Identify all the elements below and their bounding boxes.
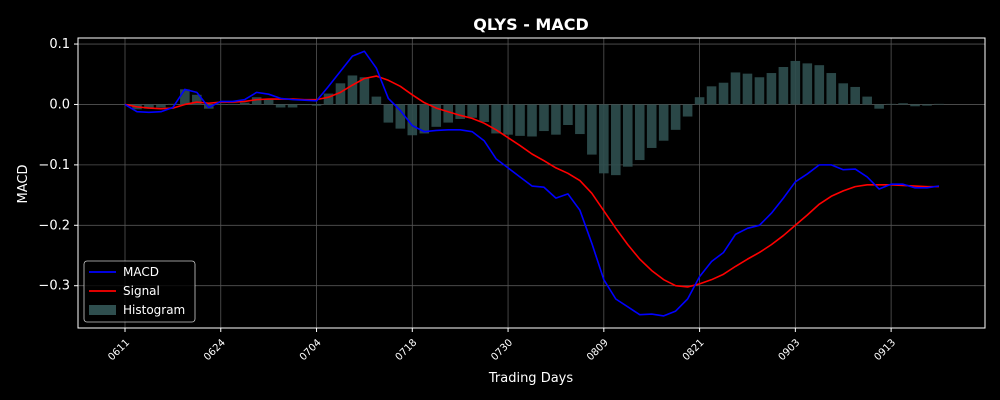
histogram-bar — [922, 104, 932, 106]
x-axis-label: Trading Days — [488, 371, 573, 386]
histogram-bar — [622, 104, 633, 167]
y-tick-label: 0.0 — [49, 97, 70, 112]
histogram-bar — [215, 103, 226, 105]
histogram-bar — [575, 104, 585, 135]
histogram-bar — [611, 104, 621, 176]
histogram-bar — [634, 104, 645, 161]
histogram-bar — [491, 104, 501, 134]
histogram-bar — [658, 104, 669, 141]
histogram-bar — [754, 77, 765, 105]
legend-entry-label: Histogram — [123, 303, 185, 317]
histogram-bar — [706, 86, 717, 105]
histogram-bar — [287, 104, 298, 108]
histogram-bar — [886, 103, 896, 105]
histogram-bar — [251, 97, 262, 105]
histogram-bar — [670, 104, 681, 130]
histogram-bar — [826, 73, 837, 105]
histogram-bar — [515, 104, 525, 136]
histogram-bar — [766, 73, 777, 105]
y-tick-label: −0.3 — [38, 279, 70, 294]
histogram-bar — [599, 104, 609, 174]
y-axis-label: MACD — [16, 165, 31, 204]
histogram-bar — [263, 99, 274, 105]
histogram-bar — [790, 60, 801, 105]
histogram-bar — [718, 82, 729, 105]
histogram-bar — [934, 103, 944, 105]
histogram-bar — [503, 104, 513, 135]
legend: MACD Signal Histogram — [83, 260, 196, 323]
histogram-bar — [862, 96, 872, 105]
histogram-bar — [227, 103, 238, 105]
macd-line — [124, 50, 940, 317]
histogram-bar — [527, 104, 537, 137]
histogram-bar — [407, 104, 418, 136]
histogram-bar — [335, 83, 346, 105]
legend-entry-label: MACD — [123, 265, 159, 279]
histogram-bar — [467, 104, 477, 118]
histogram-bar — [838, 83, 849, 105]
legend-entry-label: Signal — [123, 284, 160, 298]
y-tick-label: 0.1 — [49, 37, 70, 52]
histogram-bar — [192, 94, 202, 105]
histogram-bar — [383, 104, 394, 123]
histogram-bar — [443, 104, 453, 123]
histogram-bar — [156, 104, 166, 108]
histogram-bar — [168, 103, 178, 105]
histogram-bar — [814, 65, 825, 105]
histogram-bar — [730, 72, 741, 105]
histogram-bar — [311, 104, 322, 106]
histogram-bar — [371, 96, 382, 105]
histogram-bar — [646, 104, 657, 148]
y-tick-label: −0.1 — [38, 158, 70, 173]
chart-title: QLYS - MACD — [473, 15, 589, 34]
histogram-bar — [682, 104, 693, 117]
legend-swatch-patch — [89, 305, 116, 315]
histogram-bar — [694, 97, 705, 105]
histogram-bar — [742, 73, 753, 105]
histogram-bar — [359, 77, 370, 105]
signal-line — [124, 75, 939, 288]
histogram-bar — [180, 89, 190, 105]
histogram-bar — [347, 75, 358, 105]
histogram-bar — [898, 103, 908, 105]
histogram-bar — [323, 93, 334, 105]
y-tick-label: −0.2 — [38, 218, 70, 233]
histogram-bar — [299, 104, 310, 106]
histogram-bar — [539, 104, 549, 132]
histogram-bar — [455, 104, 465, 119]
histogram-bar — [144, 104, 154, 109]
histogram-bar — [275, 104, 286, 108]
histogram-bar — [587, 104, 597, 155]
histogram-bar — [910, 104, 920, 107]
histogram-bar — [239, 102, 250, 105]
histogram-bar — [551, 104, 561, 135]
plot-frame — [77, 37, 986, 329]
histogram-bar — [802, 63, 813, 105]
histogram-bar — [850, 86, 860, 105]
histogram-bar — [778, 67, 789, 105]
histogram-bar — [563, 104, 573, 125]
histogram-bar — [431, 104, 442, 127]
histogram-bar — [419, 104, 430, 134]
histogram-bar — [874, 104, 884, 109]
histogram-bar — [395, 104, 406, 129]
histogram-bar — [479, 104, 489, 122]
